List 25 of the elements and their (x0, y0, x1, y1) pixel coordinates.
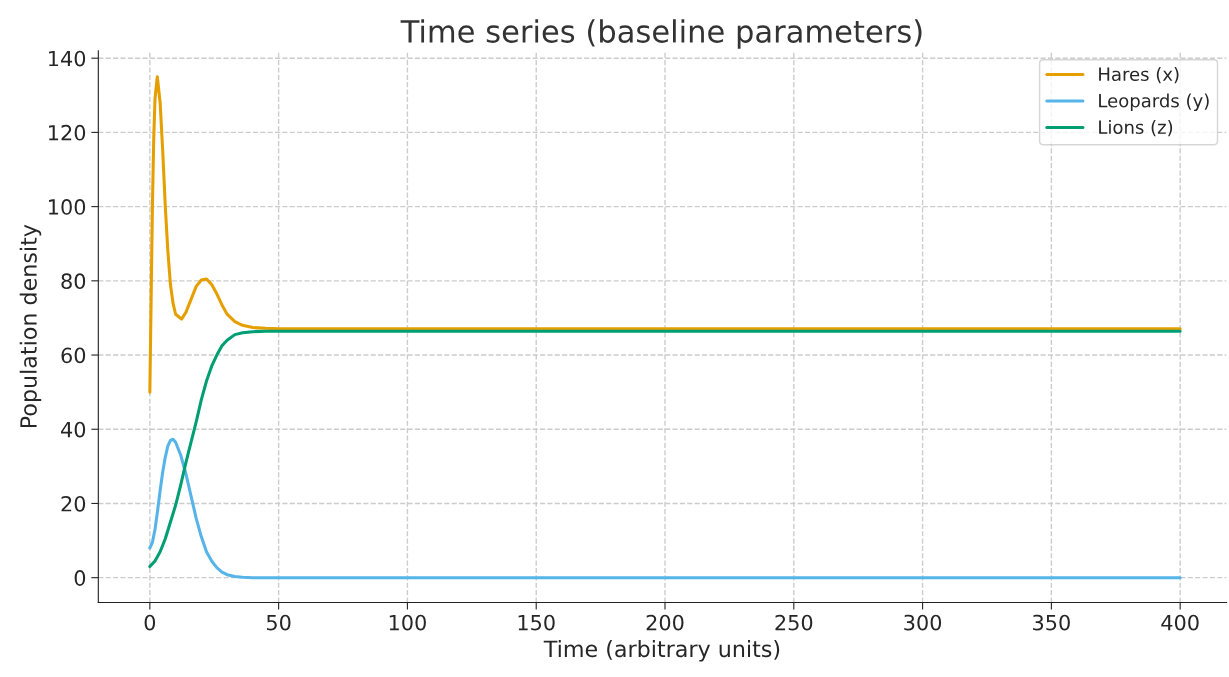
y-tick-label: 60 (61, 347, 86, 364)
x-tick-label: 50 (266, 614, 291, 631)
x-tick-label: 350 (1033, 614, 1070, 631)
y-axis-title: Population density (19, 224, 42, 428)
legend-label: Leopards (y) (1099, 93, 1209, 111)
x-tick-label: 300 (904, 614, 942, 631)
y-tick-label: 140 (49, 50, 86, 67)
legend-label: Lions (z) (1099, 120, 1173, 137)
y-tick-label: 120 (49, 124, 86, 141)
x-tick-label: 100 (389, 614, 426, 631)
x-tick-label: 0 (144, 614, 156, 631)
y-tick-label: 80 (61, 273, 86, 290)
x-tick-label: 200 (646, 614, 684, 631)
legend-label: Hares (x) (1099, 67, 1179, 84)
y-tick-label: 40 (61, 421, 86, 438)
x-axis-title: Time (arbitrary units) (543, 640, 780, 662)
line-series (148, 329, 1182, 569)
x-tick-label: 400 (1161, 614, 1199, 631)
line-series (148, 437, 1182, 580)
x-tick-label: 150 (518, 614, 555, 631)
y-tick-label: 100 (49, 199, 86, 215)
x-tick-label: 250 (775, 614, 813, 631)
chart-title: Time series (baseline parameters) (400, 19, 922, 49)
y-tick-label: 20 (61, 495, 86, 512)
y-tick-label: 0 (74, 570, 86, 586)
